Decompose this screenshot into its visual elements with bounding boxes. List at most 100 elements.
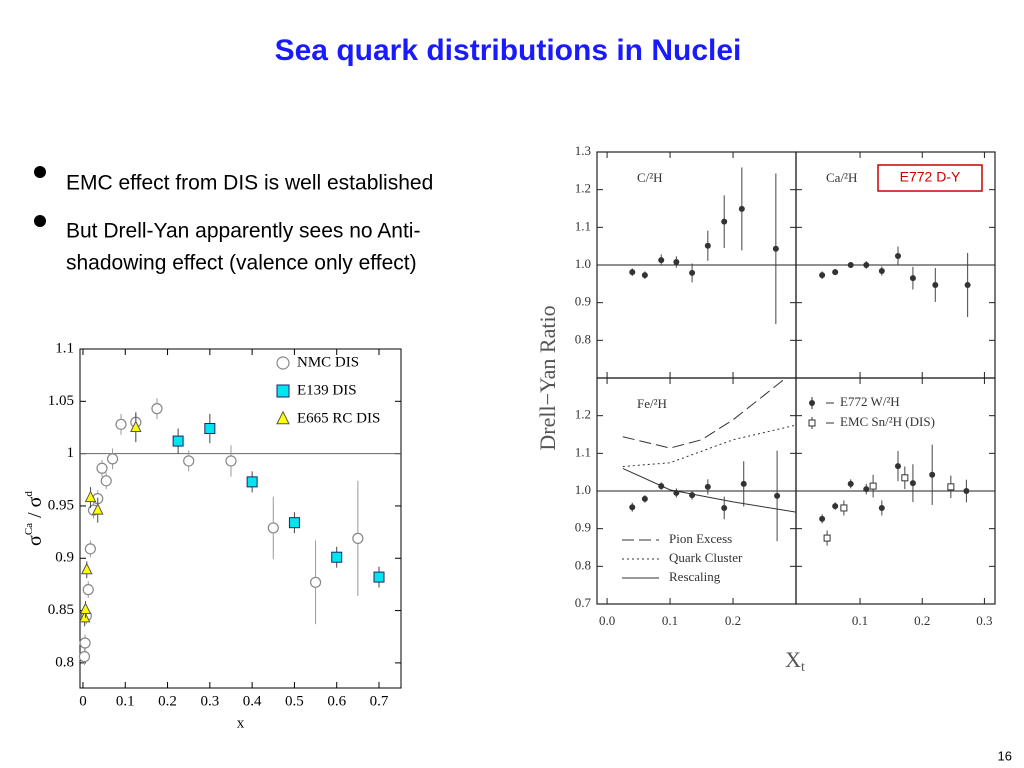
marker — [673, 489, 680, 496]
y-tick-label: 0.95 — [48, 497, 74, 513]
marker — [963, 488, 970, 494]
marker — [225, 455, 237, 467]
marker — [819, 272, 826, 279]
marker — [721, 504, 728, 511]
marker — [91, 503, 104, 515]
y-axis-label: Drell−Yan Ratio — [535, 305, 560, 450]
marker — [204, 423, 216, 435]
marker — [721, 218, 728, 225]
marker — [847, 262, 854, 268]
y-tick-label: 0.9 — [55, 550, 74, 566]
marker — [901, 474, 909, 482]
x-tick-label: 0.6 — [327, 693, 346, 709]
annotation: E772 D-Y — [900, 169, 961, 185]
marker — [738, 205, 745, 212]
slide-title: Sea quark distributions in Nuclei — [275, 34, 742, 67]
x-axis-label: x — [237, 715, 245, 731]
marker — [641, 272, 648, 279]
legend-marker — [809, 400, 815, 406]
legend-label: E772 W/²H — [840, 394, 900, 409]
y-tick-label: 1.1 — [575, 218, 591, 233]
marker — [964, 281, 971, 288]
marker — [658, 257, 665, 264]
marker — [878, 268, 885, 275]
x-axis-label-part: X — [785, 647, 801, 672]
legend-label: EMC Sn/²H (DIS) — [840, 414, 935, 429]
y-tick-label: 1.2 — [575, 407, 591, 422]
y-tick-label: 0.7 — [575, 595, 592, 610]
panel-label: Ca/²H — [826, 170, 857, 185]
marker — [894, 463, 901, 470]
x-tick-label: 0.7 — [370, 693, 389, 709]
marker — [947, 483, 955, 491]
plot-frame — [79, 348, 402, 689]
marker — [79, 602, 92, 615]
x-tick-label: 0.3 — [200, 693, 219, 709]
x-tick-label: 0.3 — [976, 613, 992, 628]
y-tick-label: 1.1 — [55, 340, 74, 356]
y-axis-label-part: d — [23, 491, 35, 497]
panel-label: Fe/²H — [637, 396, 667, 411]
marker — [629, 269, 636, 276]
marker — [629, 504, 636, 511]
marker — [823, 534, 831, 542]
marker — [373, 571, 385, 583]
marker — [894, 252, 901, 259]
x-tick-label: 0.1 — [662, 613, 678, 628]
page-number: 16 — [998, 748, 1012, 763]
marker — [819, 515, 826, 522]
y-tick-label: 0.9 — [575, 520, 591, 535]
marker — [689, 269, 696, 276]
marker — [84, 490, 97, 503]
marker — [151, 403, 163, 415]
marker — [658, 483, 665, 490]
marker — [774, 492, 781, 499]
y-tick-label: 0.8 — [575, 557, 591, 572]
y-tick-label: 1.1 — [575, 444, 591, 459]
y-tick-label: 1.0 — [575, 256, 591, 271]
x-tick-label: 0.0 — [599, 613, 615, 628]
marker — [246, 476, 258, 488]
panel-label: C/²H — [637, 170, 663, 185]
marker — [909, 480, 916, 487]
x-tick-label: 0.2 — [725, 613, 741, 628]
y-tick-label: 1.2 — [575, 181, 591, 196]
marker — [929, 471, 936, 478]
legend-label: E665 RC DIS — [297, 410, 380, 426]
marker — [288, 517, 300, 529]
marker — [832, 503, 839, 510]
theory-curve — [622, 379, 784, 449]
marker — [772, 245, 779, 252]
y-tick-label: 1.0 — [575, 482, 591, 497]
legend-marker — [276, 356, 290, 370]
marker — [172, 435, 184, 447]
x-tick-label: 0.2 — [914, 613, 930, 628]
annotation-box — [877, 164, 983, 192]
legend-marker — [808, 419, 816, 427]
marker — [84, 543, 96, 555]
marker — [704, 242, 711, 249]
y-tick-label: 0.8 — [55, 654, 74, 670]
marker — [130, 420, 142, 432]
y-axis-label-part: σ — [24, 535, 46, 546]
y-tick-label: 1 — [67, 445, 75, 461]
marker — [878, 504, 885, 511]
marker — [909, 275, 916, 282]
legend-label: NMC DIS — [297, 354, 359, 370]
x-tick-label: 0.1 — [116, 693, 135, 709]
legend-label: Quark Cluster — [669, 550, 743, 565]
marker — [79, 637, 91, 649]
marker — [847, 480, 854, 487]
marker — [352, 532, 364, 544]
marker — [840, 504, 848, 512]
y-axis-label: σCa / σd — [23, 491, 46, 546]
legend-label: Pion Excess — [669, 531, 732, 546]
marker — [932, 281, 939, 288]
y-tick-label: 1.3 — [575, 143, 591, 158]
marker — [673, 258, 680, 265]
theory-curve — [622, 467, 797, 513]
marker — [78, 651, 91, 663]
marker — [863, 262, 870, 268]
x-tick-label: 0.4 — [243, 693, 262, 709]
